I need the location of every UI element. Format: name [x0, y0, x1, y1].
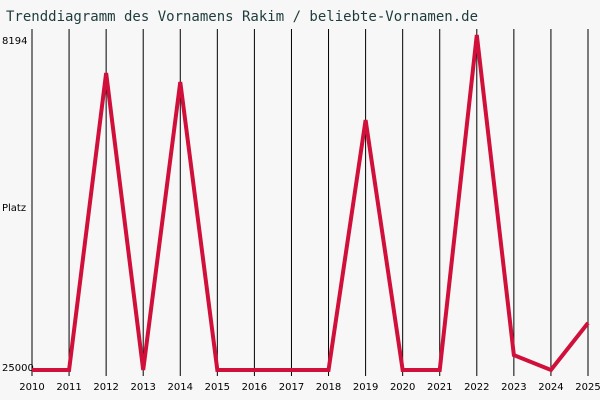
x-tick-label: 2011	[56, 382, 81, 393]
y-axis-label: Platz	[2, 203, 26, 214]
x-tick-label: 2023	[501, 382, 526, 393]
x-tick-label: 2022	[464, 382, 489, 393]
x-tick-label: 2025	[575, 382, 600, 393]
x-tick-label: 2016	[242, 382, 267, 393]
x-tick-label: 2015	[205, 382, 230, 393]
x-tick-label: 2010	[19, 382, 44, 393]
data-line	[32, 34, 590, 373]
chart-title: Trenddiagramm des Vornamens Rakim / beli…	[6, 9, 478, 25]
x-tick-label: 2020	[390, 382, 415, 393]
x-tick-label: 2017	[279, 382, 304, 393]
x-tick-label: 2018	[316, 382, 341, 393]
x-tick-label: 2019	[353, 382, 378, 393]
x-tick-label: 2013	[130, 382, 155, 393]
x-tick-label: 2021	[427, 382, 452, 393]
y-tick-label: 25000	[2, 363, 34, 374]
x-tick-label: 2012	[93, 382, 118, 393]
x-tick-label: 2024	[538, 382, 563, 393]
x-tick-label: 2014	[168, 382, 193, 393]
y-tick-label: 8194	[2, 36, 27, 47]
